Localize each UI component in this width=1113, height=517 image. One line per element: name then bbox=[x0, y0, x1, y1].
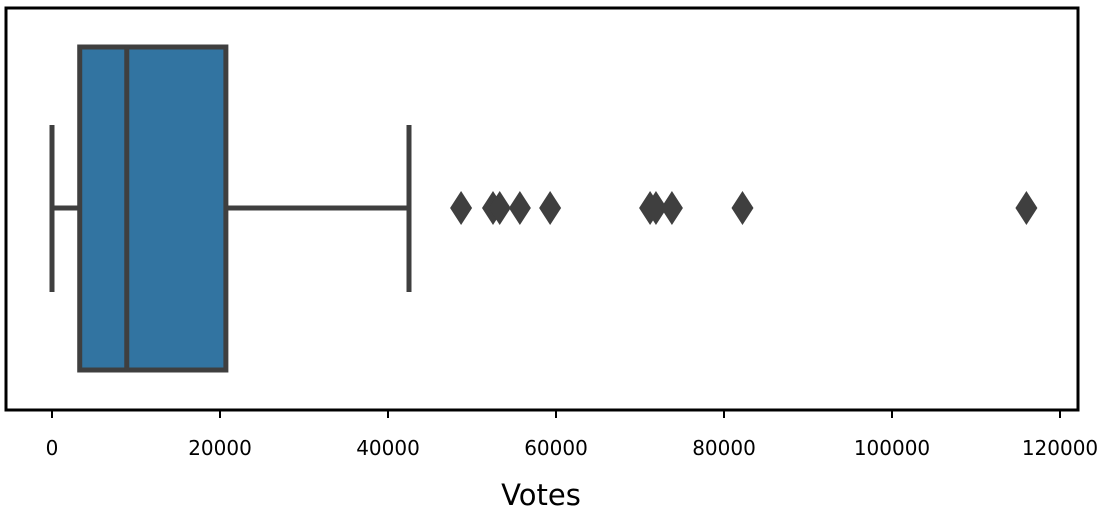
plot-frame bbox=[4, 6, 1080, 412]
axis-layer: 0 20000 40000 60000 80000 100000 120000 bbox=[4, 6, 1098, 460]
x-tick-label: 0 bbox=[46, 436, 59, 460]
x-axis-title: Votes bbox=[501, 478, 581, 512]
outlier-point bbox=[450, 191, 473, 225]
outlier-point bbox=[644, 191, 667, 225]
plot-layer bbox=[49, 44, 1038, 373]
outlier-point bbox=[731, 191, 754, 225]
x-tick-label: 20000 bbox=[188, 436, 252, 460]
interquartile-box bbox=[77, 44, 229, 373]
x-tick-label: 80000 bbox=[692, 436, 756, 460]
outlier-point bbox=[1015, 191, 1038, 225]
x-tick-label: 60000 bbox=[524, 436, 588, 460]
x-tick-label: 40000 bbox=[356, 436, 420, 460]
outlier-point bbox=[539, 191, 562, 225]
x-tick-label: 120000 bbox=[1022, 436, 1098, 460]
outlier-point bbox=[660, 191, 683, 225]
outlier-point bbox=[488, 191, 511, 225]
outlier-point bbox=[508, 191, 531, 225]
x-tick-label: 100000 bbox=[854, 436, 930, 460]
